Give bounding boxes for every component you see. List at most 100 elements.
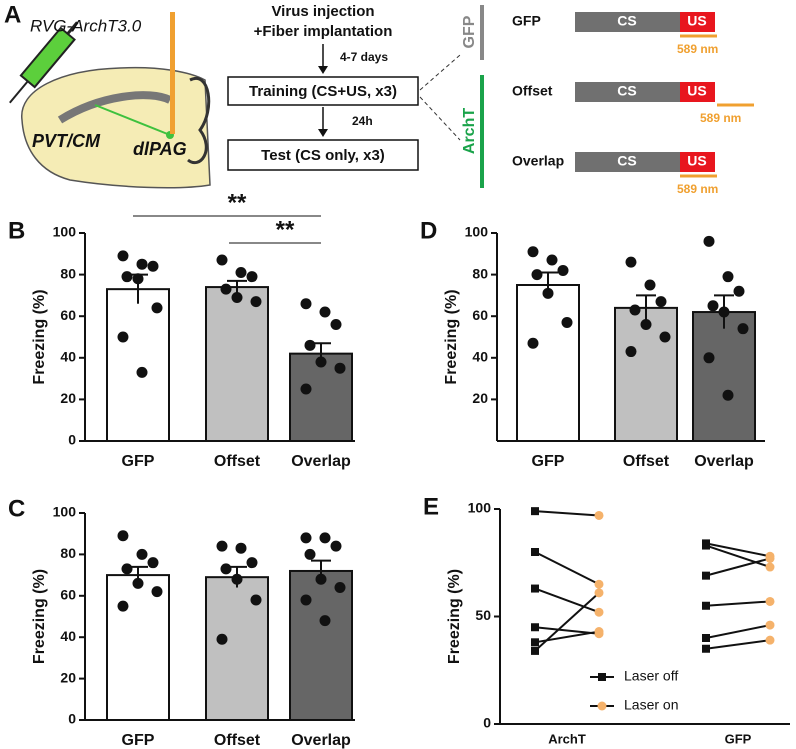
bar xyxy=(106,574,170,721)
significance: ** xyxy=(276,216,295,243)
y-tick-label: 80 xyxy=(472,265,488,281)
bar xyxy=(289,569,353,722)
arrow-head xyxy=(318,129,328,137)
y-tick-label: 100 xyxy=(53,504,77,520)
x-tick-label: ArchT xyxy=(548,731,586,746)
y-tick-label: 0 xyxy=(68,711,76,727)
y-axis-label: Freezing (%) xyxy=(31,569,48,664)
laser-off-point xyxy=(702,644,710,653)
cs-label: CS xyxy=(617,83,636,99)
y-tick-label: 80 xyxy=(60,545,76,561)
pair-line xyxy=(534,587,600,614)
pair-line xyxy=(534,551,600,586)
panel-label: E xyxy=(423,493,439,520)
data-point xyxy=(231,573,243,585)
data-point xyxy=(531,269,543,281)
data-point xyxy=(527,337,539,349)
data-point xyxy=(707,300,719,312)
data-point xyxy=(315,573,327,585)
pair-line xyxy=(705,624,771,639)
data-point xyxy=(136,258,148,270)
data-point xyxy=(300,532,312,544)
data-point xyxy=(334,582,346,594)
data-point xyxy=(304,548,316,560)
laser-on-point xyxy=(594,627,604,637)
data-point xyxy=(629,304,641,316)
legend-marker xyxy=(598,673,606,681)
legend-label: Laser off xyxy=(624,668,678,684)
y-tick-label: 40 xyxy=(60,628,76,644)
dashed-link xyxy=(419,54,461,91)
data-point xyxy=(231,291,243,303)
arrow-head xyxy=(318,66,328,74)
y-tick-label: 20 xyxy=(60,390,76,406)
panel-label: C xyxy=(8,495,25,522)
pair-line xyxy=(705,557,771,577)
data-point xyxy=(250,296,262,308)
laser-off-point xyxy=(531,584,539,593)
data-point xyxy=(246,557,258,569)
y-tick-label: 0 xyxy=(68,432,76,448)
data-point xyxy=(300,594,312,606)
data-point xyxy=(121,563,133,575)
us-block xyxy=(680,12,715,32)
x-tick-label: GFP xyxy=(122,453,155,470)
syringe xyxy=(9,21,79,104)
y-tick-label: 100 xyxy=(465,224,489,240)
legend-label: Laser on xyxy=(624,697,678,713)
laser-label: 589 nm xyxy=(700,111,741,125)
data-point xyxy=(561,316,573,328)
data-point xyxy=(319,615,331,627)
bar xyxy=(205,286,269,442)
us-block xyxy=(680,82,715,102)
y-axis-label: Freezing (%) xyxy=(446,569,463,664)
x-tick-label: Offset xyxy=(214,732,261,749)
cs-block xyxy=(575,12,680,32)
cerebellum xyxy=(187,76,211,165)
data-point xyxy=(625,346,637,358)
y-tick-label: 60 xyxy=(60,587,76,603)
laser-on-point xyxy=(594,510,604,520)
cs-block xyxy=(575,152,680,172)
x-tick-label: GFP xyxy=(532,453,565,470)
data-point xyxy=(117,530,129,542)
data-point xyxy=(300,298,312,310)
laser-off-point xyxy=(702,571,710,580)
data-point xyxy=(216,540,228,552)
data-point xyxy=(546,254,558,266)
y-tick-label: 60 xyxy=(60,307,76,323)
data-point xyxy=(733,285,745,297)
y-tick-label: 0 xyxy=(483,715,491,731)
y-tick-label: 40 xyxy=(472,349,488,365)
data-point xyxy=(216,254,228,266)
data-point xyxy=(132,273,144,285)
tract xyxy=(57,91,172,124)
y-tick-label: 80 xyxy=(60,265,76,281)
data-point xyxy=(121,271,133,283)
data-point xyxy=(220,283,232,295)
laser-off-point xyxy=(702,601,710,610)
data-point xyxy=(136,548,148,560)
data-point xyxy=(151,302,163,314)
us-label: US xyxy=(687,13,706,29)
significance: ** xyxy=(228,189,247,216)
step-text: Test (CS only, x3) xyxy=(261,147,385,164)
cs-block xyxy=(575,82,680,102)
us-label: US xyxy=(687,83,706,99)
data-point xyxy=(235,267,247,279)
interval: 24h xyxy=(352,114,373,128)
bar xyxy=(106,288,170,442)
us-label: US xyxy=(687,153,706,169)
projection xyxy=(94,104,171,136)
laser-off-point xyxy=(531,507,539,516)
laser-off-point xyxy=(531,548,539,556)
step-box xyxy=(227,76,419,106)
data-point xyxy=(235,542,247,554)
data-point xyxy=(315,356,327,368)
data-point xyxy=(703,235,715,247)
y-tick-label: 100 xyxy=(53,224,77,240)
protocol-name: Overlap xyxy=(512,153,564,169)
laser-label: 589 nm xyxy=(677,42,718,56)
x-tick-label: Overlap xyxy=(291,732,351,749)
